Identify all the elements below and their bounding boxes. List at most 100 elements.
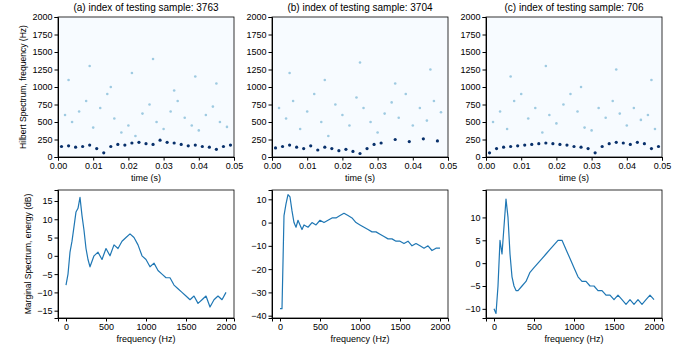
y-axis-line xyxy=(483,18,487,158)
spectrum-point xyxy=(608,142,611,145)
y-tick-label: 750 xyxy=(251,100,266,110)
spectrum-point xyxy=(81,145,84,148)
spectrum-point xyxy=(545,65,548,68)
spectrum-point xyxy=(316,148,319,151)
y-tick-mark xyxy=(269,246,273,247)
y-tick-mark xyxy=(483,122,487,123)
x-tick: 500 xyxy=(99,318,114,332)
spectrum-point xyxy=(530,143,533,146)
x-tick-label: 0.05 xyxy=(440,161,458,171)
y-tick-label: 1750 xyxy=(460,30,480,40)
spectrum-point xyxy=(341,114,344,117)
x-tick-label: 1000 xyxy=(136,322,156,332)
spectrum-point xyxy=(166,141,169,144)
spectrum-point xyxy=(397,117,400,120)
spectrum-point xyxy=(92,126,95,129)
y-tick: 1250 xyxy=(32,65,58,75)
spectrum-point xyxy=(376,131,379,134)
spectrum-point xyxy=(548,114,551,117)
x-tick-label: 1000 xyxy=(350,322,370,332)
y-axis-line xyxy=(55,191,59,319)
spectrum-point xyxy=(187,144,190,147)
spectrum-point xyxy=(583,126,586,129)
spectrum-point xyxy=(626,124,629,127)
spectrum-point xyxy=(516,144,519,147)
spectrum-point xyxy=(226,126,229,129)
y-tick-mark xyxy=(483,52,487,53)
y-tick-mark xyxy=(269,223,273,224)
x-tick-label: 0.01 xyxy=(85,161,103,171)
spectrum-point xyxy=(657,145,660,148)
y-tick: 0 xyxy=(475,152,486,162)
y-tick-label: 10 xyxy=(470,213,480,223)
y-tick-mark xyxy=(55,157,59,158)
spectrum-point xyxy=(71,121,74,124)
y-tick-label: −10 xyxy=(251,241,266,251)
spectrum-point xyxy=(650,79,653,82)
spectrum-point xyxy=(534,107,537,110)
panel: 0500100015002000−15−10−5051015frequency … xyxy=(23,190,236,344)
spectrum-point xyxy=(64,114,67,117)
spectrum-point xyxy=(131,72,134,75)
y-tick: 2000 xyxy=(246,12,272,22)
x-tick-label: 0 xyxy=(492,322,497,332)
x-axis: 0500100015002000 xyxy=(487,318,665,332)
y-axis-line xyxy=(269,191,273,319)
y-tick: 500 xyxy=(465,117,486,127)
y-tick-label: 250 xyxy=(37,135,52,145)
spectrum-point xyxy=(120,131,123,134)
y-tick-mark xyxy=(483,263,487,264)
y-tick: 1500 xyxy=(32,47,58,57)
marks xyxy=(66,197,226,307)
x-tick: 0.02 xyxy=(120,157,138,171)
spectrum-point xyxy=(110,86,113,89)
y-tick: 250 xyxy=(251,135,272,145)
y-axis-line xyxy=(269,18,273,158)
spectrum-point xyxy=(348,124,351,127)
spectrum-point xyxy=(106,93,109,96)
y-tick: 1000 xyxy=(32,82,58,92)
spectrum-point xyxy=(572,145,575,148)
y-tick-label: 2000 xyxy=(32,12,52,22)
spectrum-point xyxy=(558,143,561,146)
spectrum-point xyxy=(95,147,98,150)
x-tick-label: 0.04 xyxy=(405,161,423,171)
spectrum-point xyxy=(144,142,147,145)
spectrum-point xyxy=(127,124,130,127)
spectrum-point xyxy=(208,146,211,149)
y-tick: 5 xyxy=(47,233,58,243)
spectrum-line xyxy=(494,199,654,313)
y-tick-label: 500 xyxy=(465,117,480,127)
y-tick-mark xyxy=(55,238,59,239)
y-tick-label: 1250 xyxy=(460,65,480,75)
spectrum-point xyxy=(180,143,183,146)
y-tick-mark xyxy=(55,35,59,36)
x-tick-label: 2000 xyxy=(644,322,664,332)
spectrum-point xyxy=(109,145,112,148)
x-tick-label: 0.01 xyxy=(299,161,317,171)
x-tick: 0.04 xyxy=(405,157,423,171)
panel: 0500100015002000−40−30−20−10010frequency… xyxy=(251,190,450,344)
y-tick-mark xyxy=(483,217,487,218)
x-tick-label: 1000 xyxy=(564,322,584,332)
y-tick-label: 2000 xyxy=(460,12,480,22)
spectrum-point xyxy=(229,144,232,147)
x-tick: 1500 xyxy=(176,318,196,332)
y-tick-mark xyxy=(269,87,273,88)
y-tick: 1250 xyxy=(246,65,272,75)
y-tick-label: 750 xyxy=(465,100,480,110)
spectrum-point xyxy=(429,68,432,71)
plot-frame xyxy=(486,17,662,157)
panel-title: (a) index of testing sample: 3763 xyxy=(73,2,219,13)
x-tick-label: 0.04 xyxy=(191,161,209,171)
x-tick: 1000 xyxy=(350,318,370,332)
y-tick-label: 5 xyxy=(47,233,52,243)
spectrum-point xyxy=(278,107,281,110)
spectrum-point xyxy=(302,147,305,150)
y-tick: 750 xyxy=(251,100,272,110)
x-tick: 0.03 xyxy=(155,157,173,171)
y-tick-label: 1000 xyxy=(246,82,266,92)
y-tick-label: 10 xyxy=(42,215,52,225)
y-tick: 1000 xyxy=(246,82,272,92)
y-axis: 025050075010001250150017502000 xyxy=(246,12,272,162)
